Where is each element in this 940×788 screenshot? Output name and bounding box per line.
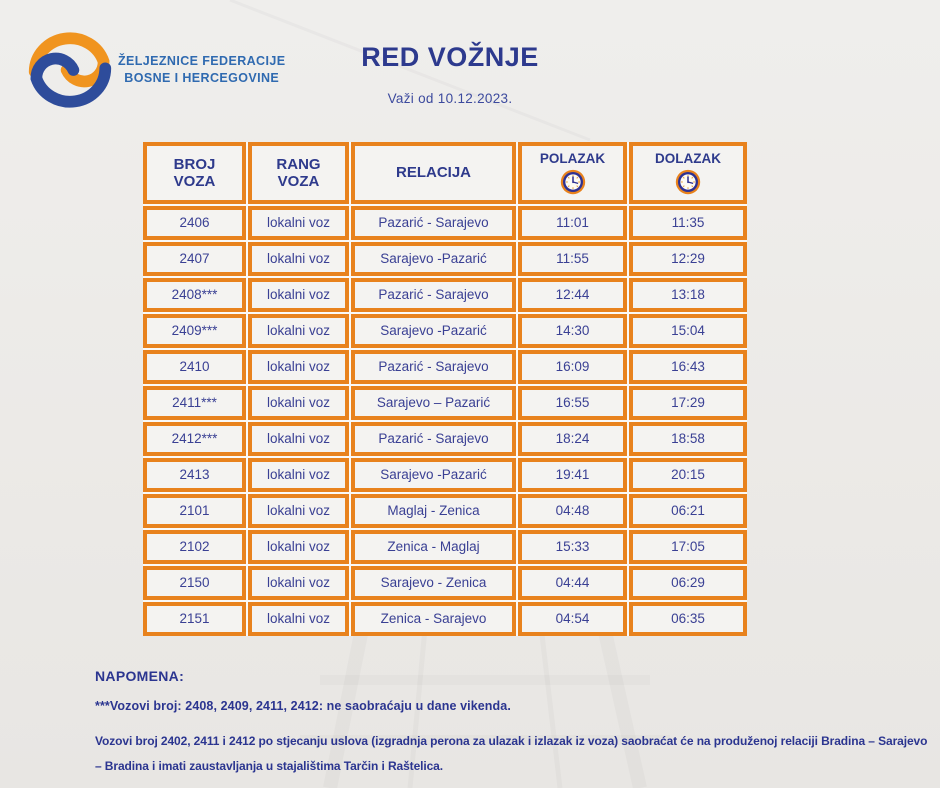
header-rang-line2: VOZA [277, 173, 320, 190]
brand-header: ŽELJEZNICE FEDERACIJE BOSNE I HERCEGOVIN… [26, 28, 285, 112]
train-number-cell: 2102 [143, 530, 246, 564]
column-header-polazak: POLAZAK [518, 142, 627, 204]
clock-icon [560, 170, 585, 195]
train-rank-cell: lokalni voz [248, 422, 349, 456]
train-rank-cell: lokalni voz [248, 350, 349, 384]
departure-time-cell: 04:44 [518, 566, 627, 600]
brand-name: ŽELJEZNICE FEDERACIJE BOSNE I HERCEGOVIN… [118, 53, 285, 87]
arrival-time-cell: 17:05 [629, 530, 747, 564]
arrival-time-cell: 13:18 [629, 278, 747, 312]
column-header-relacija: RELACIJA [351, 142, 516, 204]
departure-time-cell: 16:09 [518, 350, 627, 384]
header-polazak-label: POLAZAK [539, 150, 606, 166]
train-rank-cell: lokalni voz [248, 566, 349, 600]
train-rank-cell: lokalni voz [248, 458, 349, 492]
train-rank-cell: lokalni voz [248, 314, 349, 348]
route-cell: Sarajevo – Pazarić [351, 386, 516, 420]
arrival-time-cell: 15:04 [629, 314, 747, 348]
route-cell: Zenica - Maglaj [351, 530, 516, 564]
brand-name-line2: BOSNE I HERCEGOVINE [124, 71, 280, 85]
train-number-cell: 2410 [143, 350, 246, 384]
train-number-cell: 2408*** [143, 278, 246, 312]
departure-time-cell: 11:55 [518, 242, 627, 276]
route-cell: Maglaj - Zenica [351, 494, 516, 528]
arrival-time-cell: 12:29 [629, 242, 747, 276]
train-number-cell: 2413 [143, 458, 246, 492]
train-number-cell: 2407 [143, 242, 246, 276]
route-cell: Pazarić - Sarajevo [351, 206, 516, 240]
clock-icon [675, 170, 701, 195]
train-rank-cell: lokalni voz [248, 494, 349, 528]
departure-time-cell: 04:48 [518, 494, 627, 528]
column-header-dolazak: DOLAZAK [629, 142, 747, 204]
page-title: RED VOŽNJE [361, 42, 539, 72]
route-cell: Sarajevo - Zenica [351, 566, 516, 600]
route-cell: Pazarić - Sarajevo [351, 278, 516, 312]
train-number-cell: 2409*** [143, 314, 246, 348]
train-number-cell: 2151 [143, 602, 246, 636]
arrival-time-cell: 20:15 [629, 458, 747, 492]
header-broj-line1: BROJ [173, 155, 216, 173]
header-dolazak-label: DOLAZAK [655, 150, 721, 166]
timetable-table: BROJ VOZA RANG VOZA RELACIJA POLAZAK [143, 142, 747, 636]
train-rank-cell: lokalni voz [248, 278, 349, 312]
column-header-rang-voza: RANG VOZA [248, 142, 349, 204]
train-rank-cell: lokalni voz [248, 206, 349, 240]
header-broj-line2: VOZA [173, 173, 216, 190]
arrival-time-cell: 16:43 [629, 350, 747, 384]
train-number-cell: 2412*** [143, 422, 246, 456]
valid-from-date: Važi od 10.12.2023. [387, 91, 513, 106]
arrival-time-cell: 06:35 [629, 602, 747, 636]
route-cell: Pazarić - Sarajevo [351, 350, 516, 384]
zfbh-logo-icon [28, 32, 112, 108]
notes-heading: NAPOMENA: [95, 668, 185, 684]
train-number-cell: 2411*** [143, 386, 246, 420]
train-rank-cell: lokalni voz [248, 386, 349, 420]
weekend-note: ***Vozovi broj: 2408, 2409, 2411, 2412: … [95, 699, 511, 713]
title-block: RED VOŽNJE Važi od 10.12.2023. [250, 42, 650, 106]
departure-time-cell: 15:33 [518, 530, 627, 564]
departure-time-cell: 18:24 [518, 422, 627, 456]
arrival-time-cell: 06:21 [629, 494, 747, 528]
departure-time-cell: 04:54 [518, 602, 627, 636]
arrival-time-cell: 06:29 [629, 566, 747, 600]
train-rank-cell: lokalni voz [248, 602, 349, 636]
departure-time-cell: 12:44 [518, 278, 627, 312]
route-cell: Pazarić - Sarajevo [351, 422, 516, 456]
departure-time-cell: 11:01 [518, 206, 627, 240]
notes-section: NAPOMENA: ***Vozovi broj: 2408, 2409, 24… [95, 668, 940, 779]
arrival-time-cell: 18:58 [629, 422, 747, 456]
brand-name-line1: ŽELJEZNICE FEDERACIJE [118, 54, 286, 68]
extended-route-note: Vozovi broj 2402, 2411 i 2412 po stjecan… [95, 734, 928, 773]
departure-time-cell: 19:41 [518, 458, 627, 492]
train-number-cell: 2101 [143, 494, 246, 528]
header-rang-line1: RANG [276, 155, 321, 173]
route-cell: Sarajevo -Pazarić [351, 242, 516, 276]
header-relacija-label: RELACIJA [395, 164, 471, 182]
train-rank-cell: lokalni voz [248, 530, 349, 564]
departure-time-cell: 14:30 [518, 314, 627, 348]
column-header-broj-voza: BROJ VOZA [143, 142, 246, 204]
route-cell: Sarajevo -Pazarić [351, 314, 516, 348]
arrival-time-cell: 11:35 [629, 206, 747, 240]
departure-time-cell: 16:55 [518, 386, 627, 420]
route-cell: Zenica - Sarajevo [351, 602, 516, 636]
train-number-cell: 2150 [143, 566, 246, 600]
train-number-cell: 2406 [143, 206, 246, 240]
arrival-time-cell: 17:29 [629, 386, 747, 420]
train-rank-cell: lokalni voz [248, 242, 349, 276]
route-cell: Sarajevo -Pazarić [351, 458, 516, 492]
